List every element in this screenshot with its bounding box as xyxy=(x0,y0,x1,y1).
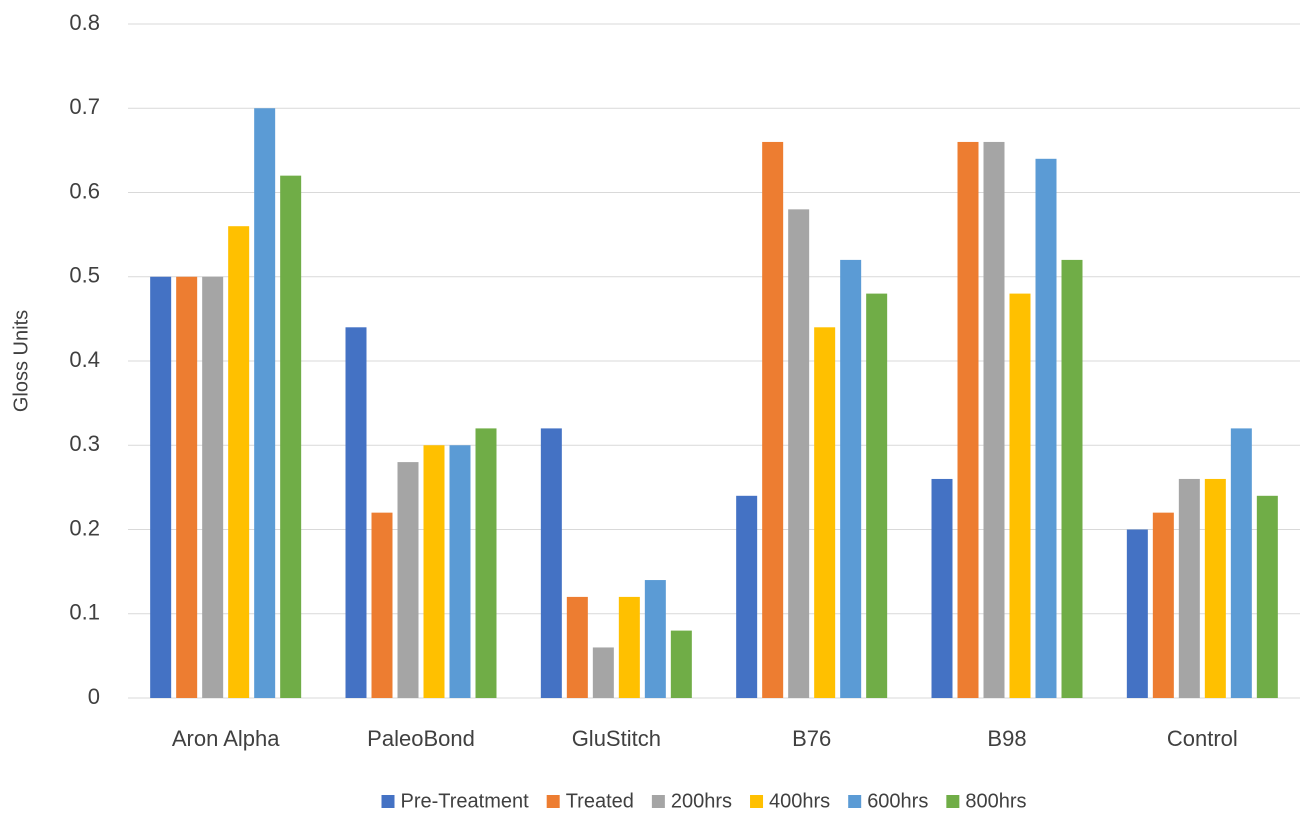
y-tick-label: 0.7 xyxy=(69,94,100,119)
bar xyxy=(866,293,888,698)
bar xyxy=(566,596,588,698)
x-tick-label: B76 xyxy=(792,726,831,751)
bar xyxy=(788,209,810,698)
legend-label: 200hrs xyxy=(671,790,732,812)
y-tick-label: 0.1 xyxy=(69,600,100,625)
bar xyxy=(540,428,562,698)
bar xyxy=(814,327,836,698)
legend-swatch xyxy=(546,795,560,808)
bar xyxy=(618,596,640,698)
x-tick-label: B98 xyxy=(987,726,1026,751)
x-tick-label: PaleoBond xyxy=(367,726,475,751)
bar xyxy=(736,495,758,698)
legend-label: 800hrs xyxy=(965,790,1026,812)
legend-label: 600hrs xyxy=(867,790,928,812)
bar xyxy=(449,445,471,698)
y-tick-label: 0.2 xyxy=(69,515,100,540)
y-axis-label: Gloss Units xyxy=(10,310,32,412)
bar xyxy=(670,630,692,698)
bar xyxy=(1230,428,1252,698)
bar xyxy=(1126,529,1148,698)
y-tick-label: 0.8 xyxy=(69,10,100,35)
legend-label: Pre-Treatment xyxy=(401,790,530,812)
bar xyxy=(762,141,784,698)
x-tick-label: Control xyxy=(1167,726,1238,751)
bar xyxy=(957,141,979,698)
legend-label: Treated xyxy=(566,790,634,812)
bar xyxy=(397,462,419,698)
legend-swatch xyxy=(946,795,960,808)
legend-swatch xyxy=(848,795,862,808)
x-tick-label: Aron Alpha xyxy=(172,726,280,751)
bar xyxy=(931,478,953,698)
bar xyxy=(1152,512,1174,698)
bar xyxy=(202,276,224,698)
bar xyxy=(1256,495,1278,698)
bar xyxy=(254,108,276,698)
legend-swatch xyxy=(750,795,764,808)
bar xyxy=(1178,478,1200,698)
bar xyxy=(1061,259,1083,698)
bar xyxy=(592,647,614,698)
bar xyxy=(228,226,250,698)
bar xyxy=(423,445,445,698)
bar xyxy=(644,580,666,698)
bar xyxy=(280,175,302,698)
legend-label: 400hrs xyxy=(769,790,830,812)
legend-swatch xyxy=(651,795,665,808)
bar xyxy=(840,259,862,698)
y-tick-label: 0.5 xyxy=(69,263,100,288)
y-tick-label: 0.6 xyxy=(69,178,100,203)
bar xyxy=(1009,293,1031,698)
bar xyxy=(371,512,393,698)
bar xyxy=(150,276,172,698)
bar xyxy=(475,428,497,698)
y-tick-label: 0 xyxy=(88,684,100,709)
bar xyxy=(345,327,367,698)
bar xyxy=(176,276,198,698)
y-tick-label: 0.3 xyxy=(69,431,100,456)
x-tick-label: GluStitch xyxy=(572,726,661,751)
bar xyxy=(1204,478,1226,698)
y-tick-label: 0.4 xyxy=(69,347,100,372)
bar xyxy=(983,141,1005,698)
legend-swatch xyxy=(381,795,395,808)
bar xyxy=(1035,158,1057,699)
